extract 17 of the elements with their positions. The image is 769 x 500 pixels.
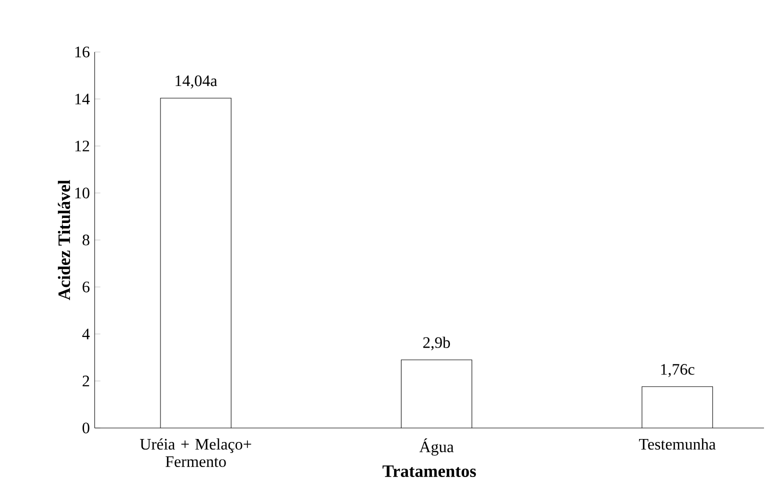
y-tick-label: 16 — [75, 46, 90, 58]
y-tick-label: 6 — [82, 282, 90, 292]
y-tick-label: 10 — [75, 188, 90, 198]
y-tick-label: 8 — [82, 234, 90, 246]
y-axis-title: Acidez Titulável — [58, 180, 70, 300]
x-tick-label: Uréia + Melaço+ Fermento — [140, 438, 252, 467]
data-label: 14,04a — [176, 75, 218, 89]
y-tick-label: 0 — [82, 422, 90, 434]
y-tick-label: 2 — [82, 376, 90, 386]
y-tick-label: 14 — [75, 94, 90, 104]
y-tick-label: 4 — [82, 328, 90, 340]
x-tick-label: Testemunha — [639, 438, 716, 450]
data-label: 1,76c — [661, 364, 694, 378]
x-axis-title: Tratamentos — [382, 465, 476, 478]
x-tick-label: Água — [419, 438, 454, 456]
y-tick-label: 12 — [75, 140, 90, 152]
data-label: 2,9b — [423, 336, 450, 350]
